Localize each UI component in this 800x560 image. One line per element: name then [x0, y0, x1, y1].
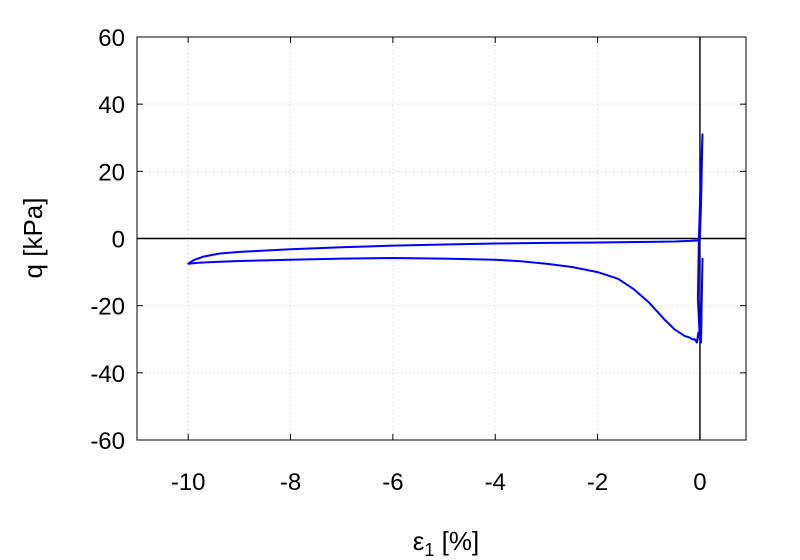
x-tick-label: -6	[382, 469, 403, 496]
zero-lines	[137, 37, 746, 440]
y-tick-label: 0	[112, 227, 125, 254]
x-axis-label: ε1 [%]	[413, 526, 479, 560]
x-tick-label: -4	[485, 469, 506, 496]
x-tick-labels: -10 -8 -6 -4 -2 0	[171, 469, 707, 496]
y-tick-label: 20	[98, 159, 125, 186]
x-axis-label-sub: 1	[424, 540, 434, 560]
x-tick-label: -2	[587, 469, 608, 496]
y-axis-label: q [kPa]	[18, 198, 48, 279]
x-axis-label-unit: [%]	[434, 526, 479, 556]
x-tick-label: 0	[693, 469, 706, 496]
series-line	[187, 133, 704, 344]
x-tick-label: -8	[280, 469, 301, 496]
y-tick-label: 60	[98, 25, 125, 52]
y-tick-label: -40	[90, 361, 125, 388]
y-tick-label: -20	[90, 294, 125, 321]
x-tick-label: -10	[171, 469, 206, 496]
y-tick-label: -60	[90, 428, 125, 455]
y-tick-labels: -60 -40 -20 0 20 40 60	[90, 25, 125, 455]
x-axis-label-main: ε	[413, 526, 425, 556]
y-tick-label: 40	[98, 92, 125, 119]
series-group	[187, 133, 704, 344]
